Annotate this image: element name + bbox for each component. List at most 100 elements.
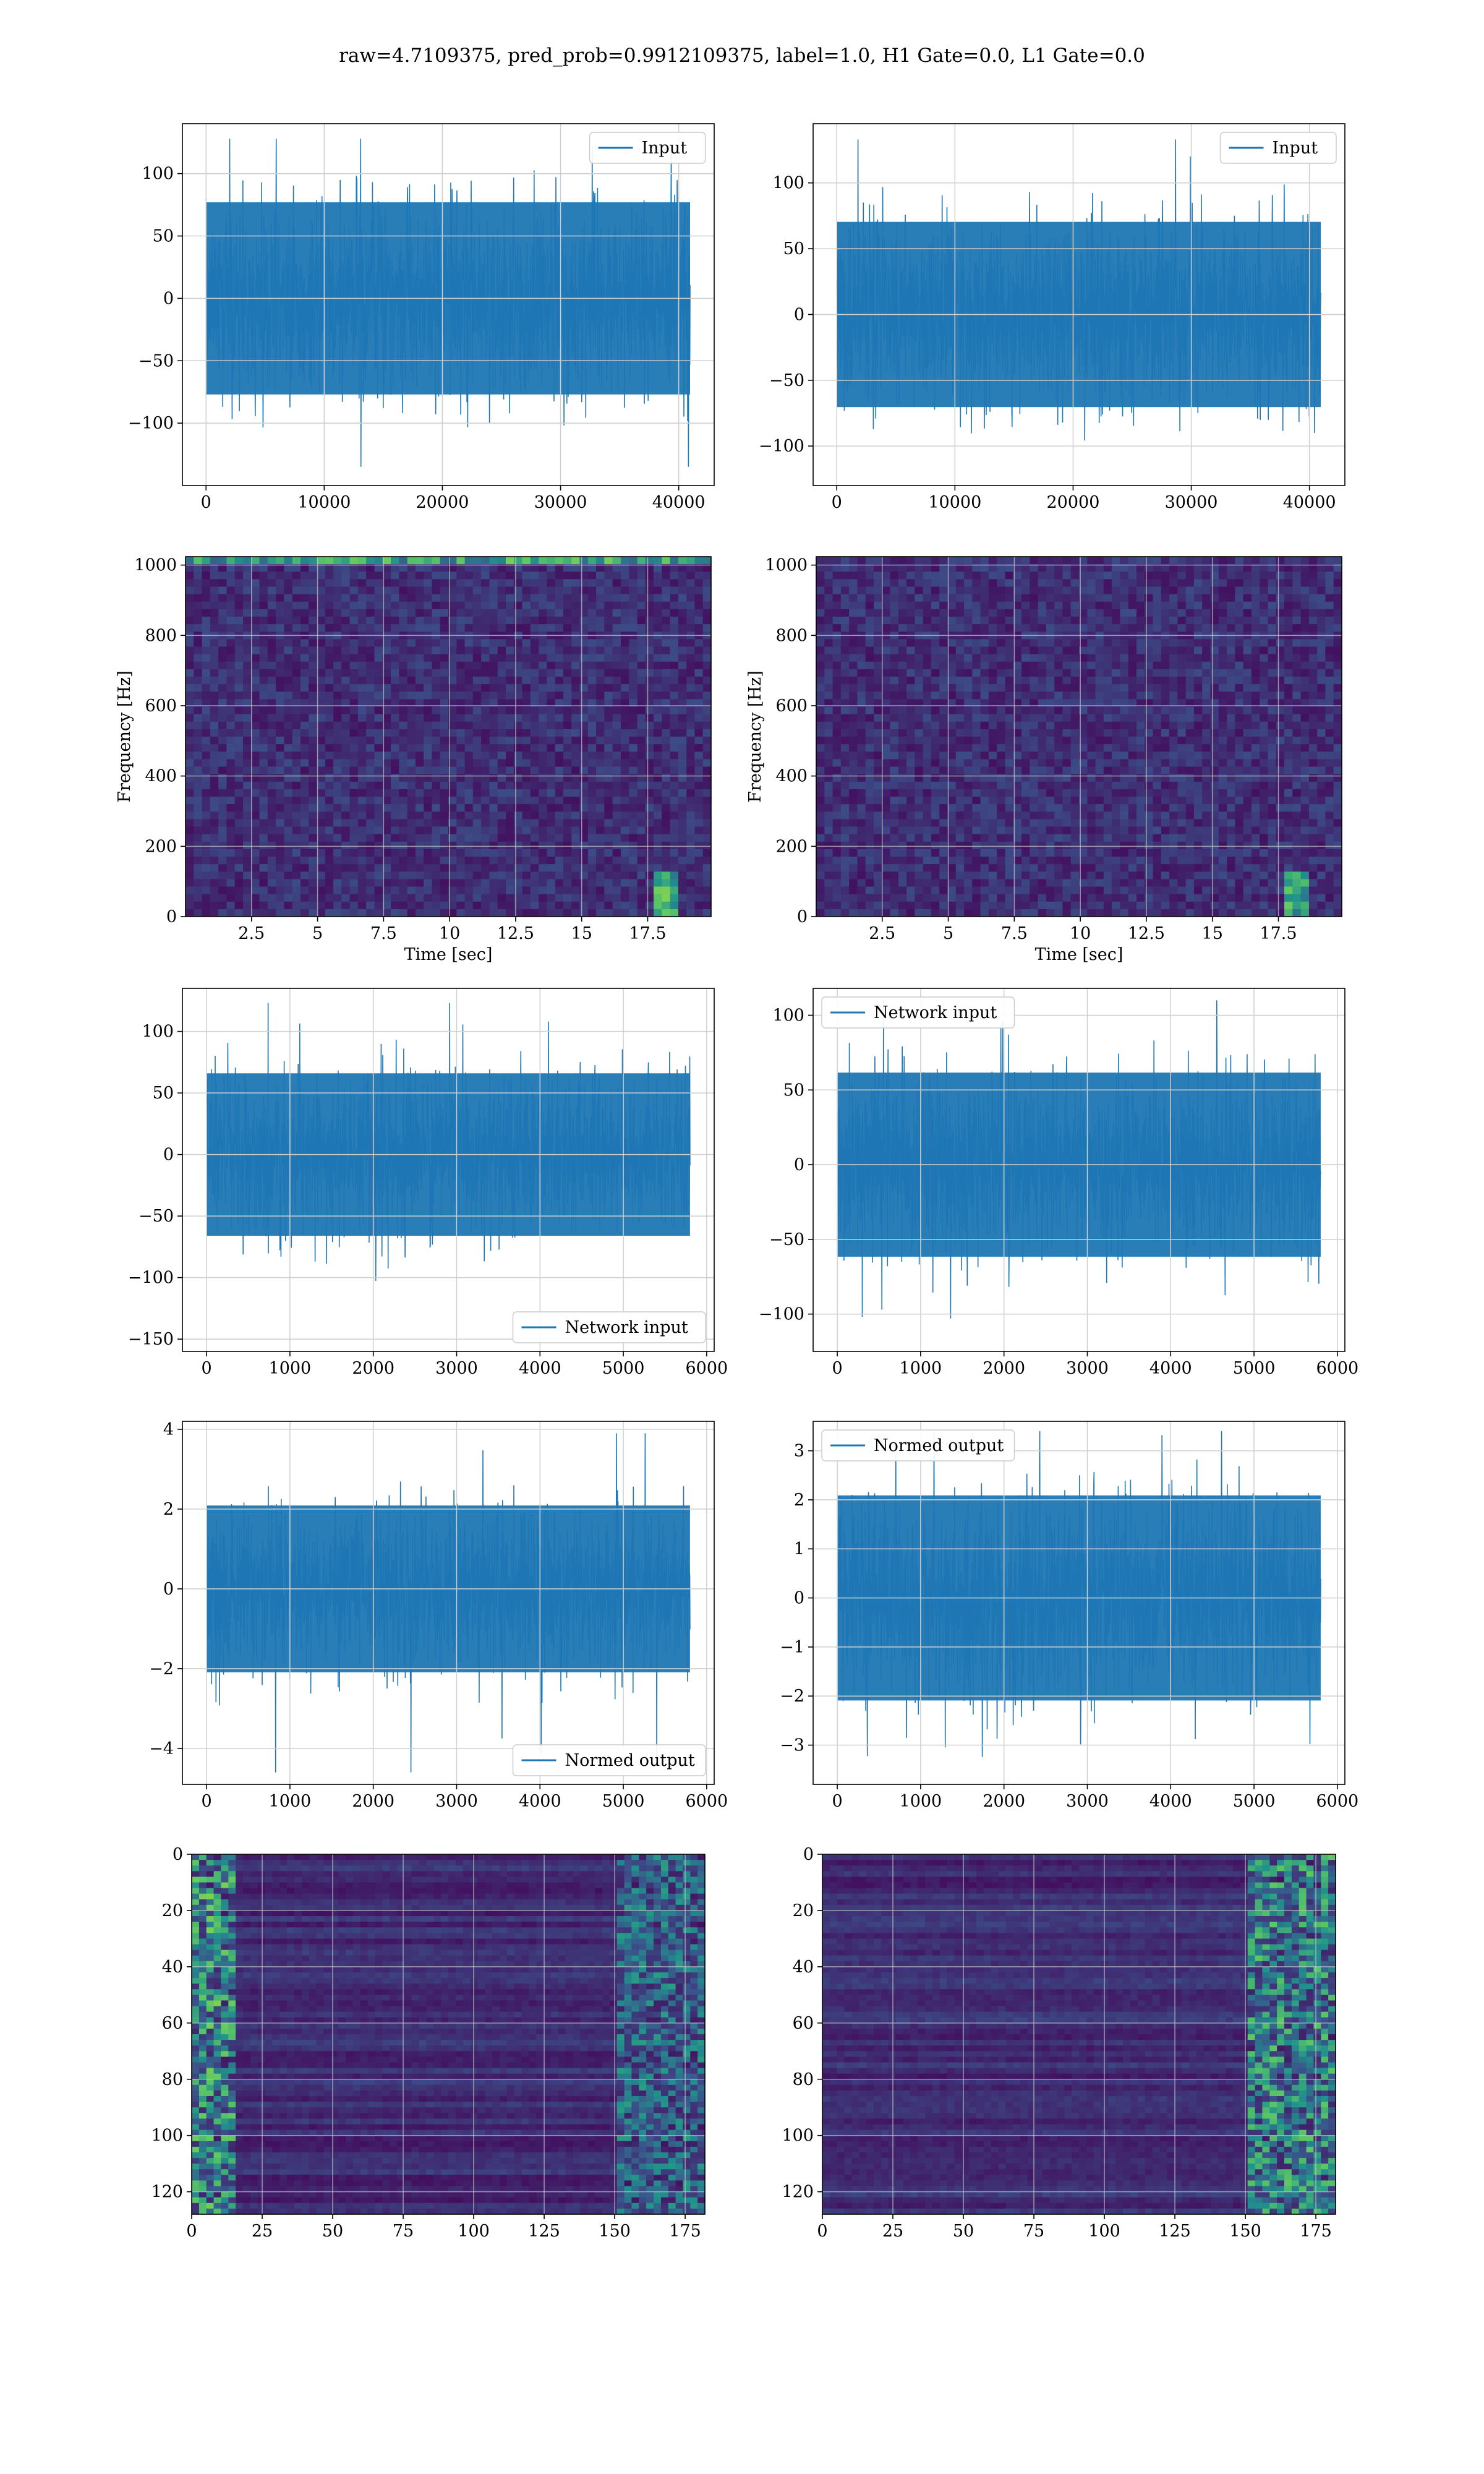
heatmap-cell — [407, 857, 416, 865]
heatmap-cell — [898, 564, 907, 572]
heatmap-cell — [514, 841, 523, 850]
heatmap-cell — [579, 819, 589, 828]
heatmap-cell — [571, 691, 581, 700]
heatmap-cell — [1005, 751, 1014, 760]
heatmap-cell — [440, 759, 449, 768]
heatmap-cell — [407, 661, 416, 670]
heatmap-cell — [1169, 571, 1179, 580]
heatmap-cell — [849, 669, 858, 677]
heatmap-cell — [547, 661, 556, 670]
heatmap-cell — [955, 706, 965, 715]
heatmap-cell — [1112, 571, 1121, 580]
heatmap-cell — [865, 624, 874, 632]
heatmap-cell — [571, 654, 581, 662]
heatmap-cell — [1153, 706, 1162, 715]
heatmap-cell — [391, 894, 400, 902]
heatmap-cell — [604, 654, 613, 662]
heatmap-cell — [816, 751, 825, 760]
heatmap-cell — [194, 781, 203, 790]
heatmap-cell — [440, 586, 449, 595]
heatmap-cell — [366, 857, 375, 865]
heatmap-cell — [955, 744, 965, 752]
heatmap-cell — [456, 759, 466, 768]
heatmap-cell — [694, 571, 704, 580]
heatmap-cell — [317, 586, 326, 595]
heatmap-cell — [357, 894, 367, 902]
heatmap-cell — [530, 766, 539, 775]
heatmap-cell — [816, 706, 825, 715]
heatmap-cell — [1292, 624, 1302, 632]
heatmap-cell — [276, 571, 285, 580]
heatmap-cell — [194, 841, 203, 850]
heatmap-cell — [391, 721, 400, 730]
heatmap-cell — [988, 571, 997, 580]
heatmap-cell — [530, 661, 539, 670]
heatmap-cell — [637, 706, 646, 715]
heatmap-cell — [645, 819, 654, 828]
heatmap-cell — [424, 586, 433, 595]
heatmap-cell — [1070, 759, 1080, 768]
heatmap-cell — [415, 594, 424, 602]
heatmap-cell — [1308, 706, 1318, 715]
heatmap-cell — [472, 684, 482, 692]
heatmap-cell — [678, 811, 687, 820]
heatmap-cell — [931, 601, 940, 610]
heatmap-cell — [399, 871, 408, 880]
heatmap-cell — [620, 624, 629, 632]
heatmap-cell — [440, 789, 449, 797]
heatmap-cell — [456, 744, 466, 752]
heatmap-cell — [964, 759, 973, 768]
heatmap-cell — [210, 871, 219, 880]
heatmap-cell — [1300, 564, 1310, 572]
heatmap-cell — [497, 879, 506, 888]
heatmap-cell — [210, 766, 219, 775]
heatmap-cell — [366, 744, 375, 752]
heatmap-cell — [662, 624, 671, 632]
heatmap-cell — [432, 691, 441, 700]
heatmap-cell — [481, 886, 490, 895]
x-tick-label: 12.5 — [497, 924, 534, 943]
heatmap-cell — [349, 819, 359, 828]
heatmap-cell — [374, 677, 383, 685]
heatmap-cell — [1005, 661, 1014, 670]
heatmap-cell — [1128, 751, 1137, 760]
heatmap-cell — [1021, 751, 1031, 760]
heatmap-cell — [267, 564, 276, 572]
heatmap-cell — [1260, 699, 1269, 708]
heatmap-cell — [514, 797, 523, 805]
heatmap-cell — [629, 677, 638, 685]
heatmap-cell — [857, 766, 866, 775]
heatmap-cell — [186, 646, 195, 655]
heatmap-cell — [702, 879, 711, 888]
heatmap-cell — [333, 699, 343, 708]
heatmap-cell — [464, 721, 474, 730]
heatmap-cell — [1005, 677, 1014, 685]
heatmap-cell — [464, 714, 474, 722]
heatmap-cell — [481, 594, 490, 602]
heatmap-cell — [440, 901, 449, 910]
heatmap-cell — [366, 617, 375, 625]
heatmap-cell — [539, 744, 548, 752]
heatmap-cell — [374, 864, 383, 872]
heatmap-cell — [186, 586, 195, 595]
heatmap-cell — [620, 901, 629, 910]
heatmap-cell — [1145, 691, 1154, 700]
heatmap-cell — [579, 894, 589, 902]
heatmap-cell — [186, 857, 195, 865]
heatmap-cell — [440, 886, 449, 895]
heatmap-cell — [472, 819, 482, 828]
heatmap-cell — [391, 804, 400, 812]
heatmap-cell — [939, 594, 949, 602]
heatmap-cell — [1300, 669, 1310, 677]
heatmap-cell — [686, 811, 696, 820]
heatmap-cell — [1112, 654, 1121, 662]
heatmap-cell — [267, 677, 276, 685]
heatmap-cell — [596, 826, 605, 835]
heatmap-cell — [1193, 677, 1203, 685]
heatmap-cell — [1095, 617, 1104, 625]
heatmap-cell — [832, 594, 842, 602]
heatmap-cell — [587, 751, 597, 760]
heatmap-cell — [357, 849, 367, 857]
heatmap-cell — [1103, 669, 1112, 677]
heatmap-cell — [629, 879, 638, 888]
